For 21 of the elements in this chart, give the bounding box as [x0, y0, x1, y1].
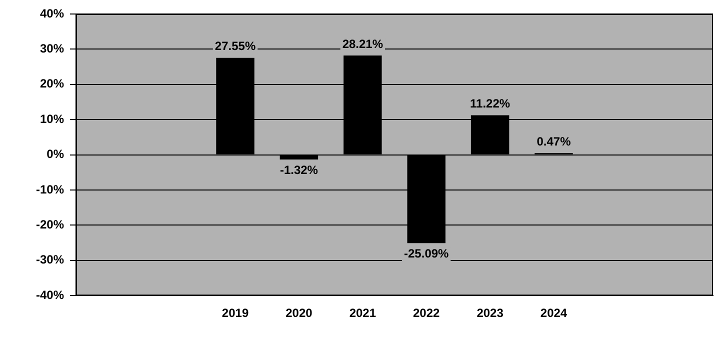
y-tick-label: -40% — [36, 288, 64, 302]
x-tick-label: 2022 — [413, 306, 440, 320]
y-tick-label: -30% — [36, 252, 64, 267]
data-label: 28.21% — [342, 36, 384, 51]
data-label: -1.32% — [280, 162, 318, 177]
data-label: -25.09% — [404, 246, 450, 260]
x-tick-label: 2020 — [286, 306, 313, 320]
y-tick-label: 10% — [40, 112, 64, 126]
x-tick-label: 2021 — [349, 306, 376, 320]
x-tick-label: 2023 — [476, 306, 504, 320]
y-tick-label: -10% — [36, 182, 64, 196]
y-tick-label: 30% — [40, 42, 64, 56]
data-label: 0.47% — [536, 134, 572, 148]
data-label: 27.55% — [214, 39, 256, 54]
y-tick-label: 20% — [40, 76, 64, 91]
x-tick-label: 2024 — [540, 306, 568, 320]
y-tick-label: -20% — [36, 218, 64, 232]
y-tick-label: 0% — [46, 147, 64, 162]
data-label: 11.22% — [470, 96, 510, 111]
x-tick-label: 2019 — [222, 306, 249, 320]
y-tick-label: 40% — [40, 6, 64, 20]
